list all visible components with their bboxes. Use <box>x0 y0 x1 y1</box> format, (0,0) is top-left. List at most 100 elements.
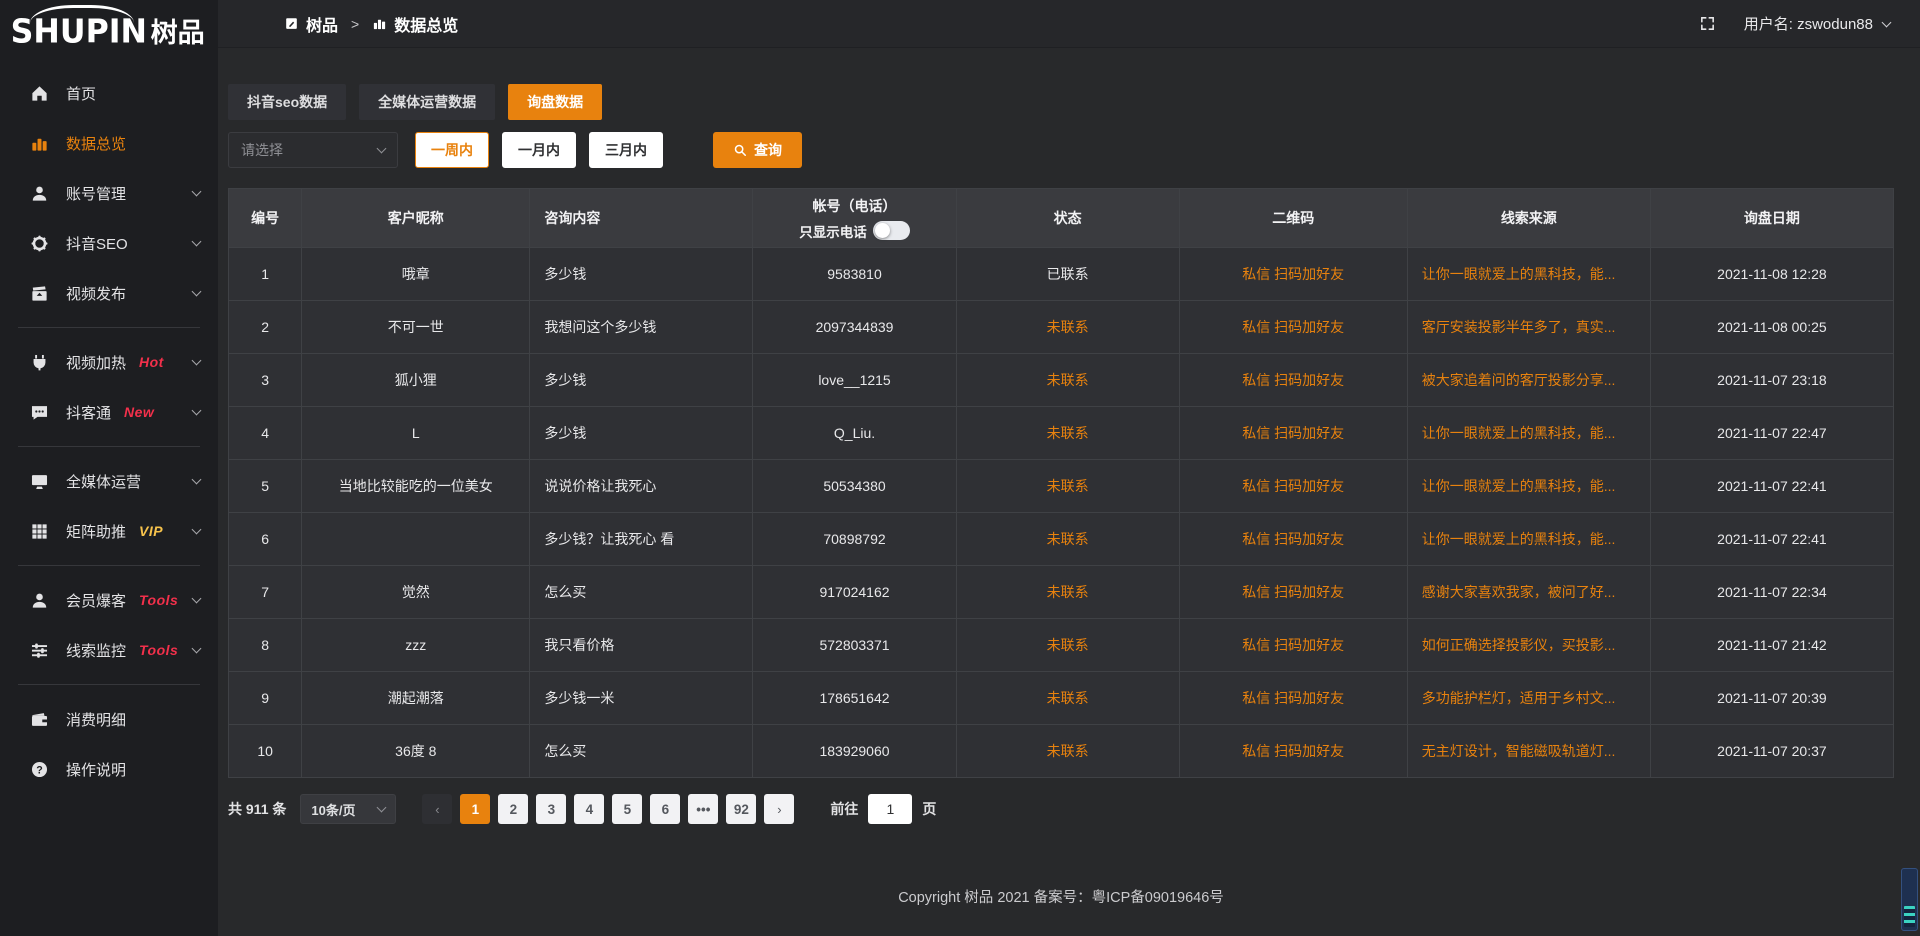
breadcrumb-separator: > <box>351 15 360 32</box>
cell-qrcode-link[interactable]: 私信 扫码加好友 <box>1178 618 1408 672</box>
phone-only-row: 只显示电话 <box>753 221 955 241</box>
cell-source-link[interactable]: 客厅安装投影半年多了，真实... <box>1406 300 1651 354</box>
goto-page-input[interactable] <box>868 794 913 824</box>
user-icon <box>30 184 49 203</box>
chevron-down-icon[interactable] <box>1881 17 1892 27</box>
cell-content: 我想问这个多少钱 <box>529 300 754 354</box>
page-number-button[interactable]: 2 <box>498 794 529 824</box>
chevron-down-icon <box>191 286 202 296</box>
goto-group: 前往 页 <box>830 794 936 824</box>
sidebar-item-label: 数据总览 <box>66 135 127 153</box>
username[interactable]: 用户名: zswodun88 <box>1743 16 1873 33</box>
page-number-button[interactable]: 1 <box>460 794 491 824</box>
filter-select[interactable]: 请选择 <box>228 132 398 168</box>
next-page-button[interactable]: › <box>764 794 795 824</box>
period-button[interactable]: 一周内 <box>415 132 489 168</box>
bar-chart-icon <box>30 134 49 153</box>
col-header-no: 编号 <box>227 188 303 248</box>
col-header-content: 咨询内容 <box>529 188 754 248</box>
table-header-row: 编号 客户昵称 咨询内容 帐号（电话） 只显示电话 状态 <box>227 188 1895 248</box>
sidebar-item[interactable]: 视频发布 <box>0 268 218 318</box>
cell-status: 未联系 <box>955 512 1180 566</box>
tab[interactable]: 全媒体运营数据 <box>359 84 496 120</box>
period-button[interactable]: 三月内 <box>589 132 663 168</box>
sidebar-item[interactable]: 账号管理 <box>0 168 218 218</box>
sidebar-item[interactable]: 线索监控 Tools <box>0 625 218 675</box>
sidebar-item[interactable]: 抖音SEO <box>0 218 218 268</box>
plug-icon <box>30 353 49 372</box>
period-button[interactable]: 一月内 <box>502 132 576 168</box>
page-number-button[interactable]: 5 <box>612 794 643 824</box>
page-number-button[interactable]: 92 <box>726 794 757 824</box>
cell-source-link[interactable]: 多功能护栏灯，适用于乡村文... <box>1406 671 1651 725</box>
chevron-down-icon <box>191 524 202 534</box>
sidebar-item-label: 抖客通 <box>66 404 112 422</box>
page-ellipsis-button[interactable]: ••• <box>688 794 719 824</box>
prev-page-button[interactable]: ‹ <box>422 794 453 824</box>
cell-source-link[interactable]: 被大家追着问的客厅投影分享... <box>1406 353 1651 407</box>
cell-status: 已联系 <box>955 247 1180 301</box>
sidebar-item[interactable]: 抖客通 New <box>0 387 218 437</box>
col-header-account-title: 帐号（电话） <box>812 197 897 214</box>
cell-qrcode-link[interactable]: 私信 扫码加好友 <box>1178 247 1408 301</box>
cell-no: 7 <box>227 565 303 619</box>
page-number-button[interactable]: 6 <box>650 794 681 824</box>
tab[interactable]: 抖音seo数据 <box>228 84 347 120</box>
cell-qrcode-link[interactable]: 私信 扫码加好友 <box>1178 724 1408 778</box>
cell-qrcode-link[interactable]: 私信 扫码加好友 <box>1178 512 1408 566</box>
page-buttons: 1 2 3 4 5 6 ••• 92 <box>460 794 757 824</box>
fullscreen-icon[interactable] <box>1699 15 1716 32</box>
cell-qrcode-link[interactable]: 私信 扫码加好友 <box>1178 406 1408 460</box>
cell-source-link[interactable]: 无主灯设计，智能磁吸轨道灯... <box>1406 724 1651 778</box>
cell-no: 2 <box>227 300 303 354</box>
search-button[interactable]: 查询 <box>713 132 802 168</box>
cell-nickname: 潮起潮落 <box>301 671 531 725</box>
cell-source-link[interactable]: 让你一眼就爱上的黑科技，能... <box>1406 406 1651 460</box>
sidebar-item[interactable]: 首页 <box>0 68 218 118</box>
sidebar-item[interactable]: 数据总览 <box>0 118 218 168</box>
breadcrumb-root[interactable]: 树品 <box>306 17 339 35</box>
main-column: 树品 > 数据总览 用户名: zswodun88 抖音seo数据 全媒体运营数据询… <box>218 0 1920 936</box>
cell-content: 多少钱？让我死心 看 <box>529 512 754 566</box>
cell-qrcode-link[interactable]: 私信 扫码加好友 <box>1178 671 1408 725</box>
sidebar-item[interactable]: 视频加热 Hot <box>0 337 218 387</box>
app-window-icon <box>284 16 299 31</box>
cell-qrcode-link[interactable]: 私信 扫码加好友 <box>1178 353 1408 407</box>
sidebar-item[interactable]: 矩阵助推 VIP <box>0 506 218 556</box>
sidebar-item[interactable]: 会员爆客 Tools <box>0 575 218 625</box>
cell-no: 4 <box>227 406 303 460</box>
sidebar-item-label: 视频加热 <box>66 354 127 372</box>
cell-source-link[interactable]: 让你一眼就爱上的黑科技，能... <box>1406 512 1651 566</box>
cell-source-link[interactable]: 让你一眼就爱上的黑科技，能... <box>1406 459 1651 513</box>
tab[interactable]: 询盘数据 <box>508 84 603 120</box>
browser-widget-stripes <box>1904 906 1915 927</box>
phone-only-toggle[interactable] <box>872 221 910 240</box>
cell-status: 未联系 <box>955 300 1180 354</box>
sidebar-item[interactable]: 全媒体运营 <box>0 456 218 506</box>
cell-qrcode-link[interactable]: 私信 扫码加好友 <box>1178 565 1408 619</box>
cell-content: 说说价格让我死心 <box>529 459 754 513</box>
cell-account: 2097344839 <box>752 300 957 354</box>
cell-status: 未联系 <box>955 724 1180 778</box>
goto-unit: 页 <box>922 801 937 817</box>
sidebar-item[interactable]: 消费明细 <box>0 694 218 744</box>
wallet-icon <box>30 710 49 729</box>
sidebar-menu: 首页数据总览账号管理 抖音SEO 视频发布视频加热 Hot 抖客通 New 全媒体运营 矩阵助… <box>0 58 218 794</box>
cell-no: 10 <box>227 724 303 778</box>
chevron-down-icon <box>191 593 202 603</box>
chevron-down-icon <box>191 186 202 196</box>
page-size-select[interactable]: 10条/页 <box>300 794 397 824</box>
page-number-button[interactable]: 4 <box>574 794 605 824</box>
cell-status: 未联系 <box>955 565 1180 619</box>
sidebar-item[interactable]: ? 操作说明 <box>0 744 218 794</box>
cell-nickname <box>301 512 531 566</box>
sidebar-item-badge: Hot <box>139 354 164 370</box>
cell-account: 50534380 <box>752 459 957 513</box>
cell-source-link[interactable]: 如何正确选择投影仪，买投影... <box>1406 618 1651 672</box>
cell-source-link[interactable]: 感谢大家喜欢我家，被问了好... <box>1406 565 1651 619</box>
cell-qrcode-link[interactable]: 私信 扫码加好友 <box>1178 300 1408 354</box>
cell-source-link[interactable]: 让你一眼就爱上的黑科技，能... <box>1406 247 1651 301</box>
page-number-button[interactable]: 3 <box>536 794 567 824</box>
table-row: 3 狐小狸 多少钱 love__1215 未联系 私信 扫码加好友 被大家追着问的客厅投影分… <box>227 353 1895 407</box>
cell-qrcode-link[interactable]: 私信 扫码加好友 <box>1178 459 1408 513</box>
